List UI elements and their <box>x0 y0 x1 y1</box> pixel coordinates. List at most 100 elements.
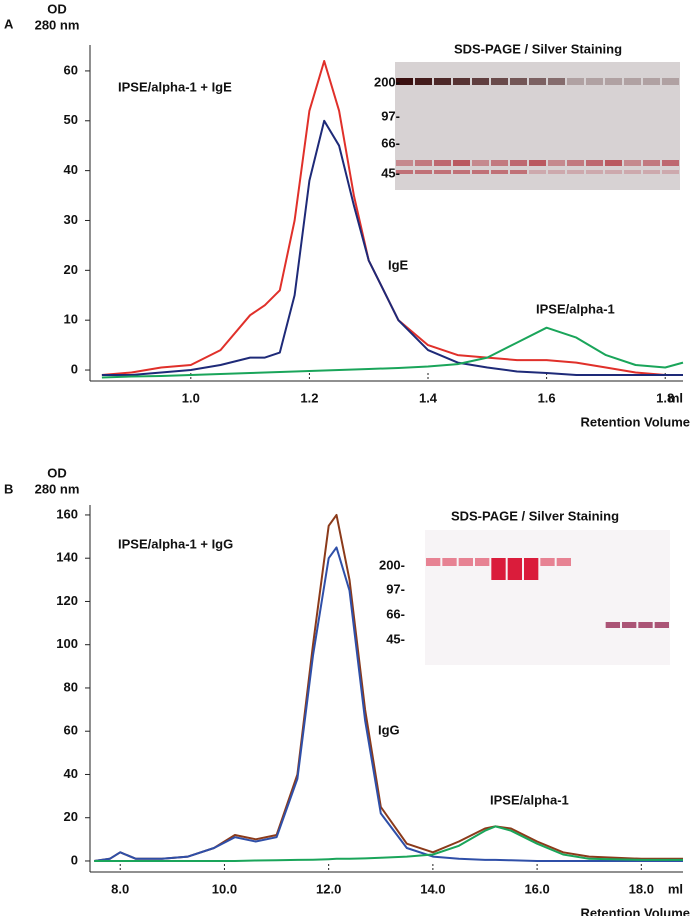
x-unit: ml <box>668 881 683 896</box>
y-tick-label: 100 <box>56 636 78 651</box>
gel-marker: 66- <box>381 135 400 150</box>
gel-band <box>567 160 584 166</box>
gel-band <box>415 78 432 85</box>
gel-band <box>643 160 660 166</box>
gel-band <box>567 78 584 85</box>
x-tick-label: 16.0 <box>524 881 549 896</box>
panel-label: A <box>4 16 14 31</box>
y-axis-label: OD <box>47 465 67 480</box>
gel-band <box>548 160 565 166</box>
y-axis-label: 280 nm <box>35 481 80 496</box>
y-tick-label: 0 <box>71 852 78 867</box>
y-axis-label: OD <box>47 1 67 16</box>
line-series <box>101 60 683 376</box>
x-axis-label: Retention Volume <box>580 905 690 916</box>
gel-band <box>586 170 603 174</box>
gel-band <box>491 160 508 166</box>
x-tick-label: 10.0 <box>212 881 237 896</box>
gel-band <box>472 170 489 174</box>
y-tick-label: 50 <box>64 112 78 127</box>
gel-band <box>638 622 653 628</box>
gel-band <box>540 558 555 566</box>
x-tick-label: 1.4 <box>419 390 438 405</box>
gel-image <box>425 530 670 665</box>
gel-band <box>458 558 473 566</box>
gel-band <box>510 170 527 174</box>
gel-band <box>624 160 641 166</box>
gel-band <box>556 558 571 566</box>
gel-band <box>567 170 584 174</box>
x-tick-label: 14.0 <box>420 881 445 896</box>
gel-band <box>662 78 679 85</box>
gel-band <box>510 160 527 166</box>
y-tick-label: 30 <box>64 212 78 227</box>
line-series <box>101 326 684 379</box>
y-tick-label: 160 <box>56 506 78 521</box>
x-tick-label: 1.0 <box>182 390 200 405</box>
gel-band <box>442 558 457 566</box>
gel-marker: 200- <box>374 74 400 89</box>
gel-marker: 97- <box>381 108 400 123</box>
gel-marker: 45- <box>381 165 400 180</box>
gel-band <box>529 78 546 85</box>
gel-marker: 200- <box>379 557 405 572</box>
y-tick-label: 120 <box>56 593 78 608</box>
gel-band <box>624 78 641 85</box>
gel-band <box>654 622 669 628</box>
line-series <box>101 119 683 376</box>
panel-label: B <box>4 481 13 496</box>
gel-band <box>605 78 622 85</box>
inset-title: SDS-PAGE / Silver Staining <box>454 41 622 56</box>
series-label: IgG <box>378 722 400 737</box>
gel-band <box>662 170 679 174</box>
gel-band <box>491 170 508 174</box>
gel-marker: 45- <box>386 631 405 646</box>
gel-band <box>434 78 451 85</box>
gel-band <box>529 160 546 166</box>
line-series <box>94 546 683 862</box>
gel-band <box>529 170 546 174</box>
gel-band <box>475 558 490 566</box>
gel-band <box>491 78 508 85</box>
x-tick-label: 1.2 <box>300 390 318 405</box>
x-unit: ml <box>668 390 683 405</box>
x-tick-label: 18.0 <box>629 881 654 896</box>
line-series <box>94 825 683 862</box>
gel-band <box>643 78 660 85</box>
y-tick-label: 60 <box>64 62 78 77</box>
gel-band <box>453 170 470 174</box>
gel-band <box>507 558 522 580</box>
gel-band <box>622 622 637 628</box>
y-axis-label: 280 nm <box>35 17 80 32</box>
series-label: IPSE/alpha-1 + IgG <box>118 536 233 551</box>
gel-band <box>396 160 413 166</box>
x-tick-label: 8.0 <box>111 881 129 896</box>
x-tick-label: 1.8 <box>656 390 674 405</box>
y-tick-label: 40 <box>64 162 78 177</box>
gel-band <box>510 78 527 85</box>
gel-band <box>426 558 441 566</box>
y-tick-label: 40 <box>64 766 78 781</box>
x-axis-label: Retention Volume <box>580 414 690 429</box>
gel-band <box>643 170 660 174</box>
gel-band <box>662 160 679 166</box>
x-tick-label: 12.0 <box>316 881 341 896</box>
y-tick-label: 60 <box>64 723 78 738</box>
y-tick-label: 140 <box>56 550 78 565</box>
gel-band <box>548 78 565 85</box>
y-tick-label: 20 <box>64 262 78 277</box>
gel-marker: 66- <box>386 606 405 621</box>
y-tick-label: 10 <box>64 312 78 327</box>
gel-band <box>605 170 622 174</box>
gel-band <box>415 160 432 166</box>
x-tick-label: 1.6 <box>538 390 556 405</box>
y-tick-label: 0 <box>71 361 78 376</box>
gel-band <box>453 78 470 85</box>
gel-band <box>396 78 413 85</box>
inset-title: SDS-PAGE / Silver Staining <box>451 508 619 523</box>
gel-band <box>415 170 432 174</box>
gel-band <box>586 78 603 85</box>
gel-band <box>472 160 489 166</box>
series-label: IgE <box>388 257 409 272</box>
